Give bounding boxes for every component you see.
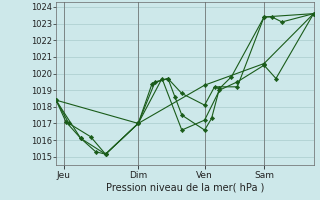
X-axis label: Pression niveau de la mer( hPa ): Pression niveau de la mer( hPa ) bbox=[106, 182, 264, 192]
